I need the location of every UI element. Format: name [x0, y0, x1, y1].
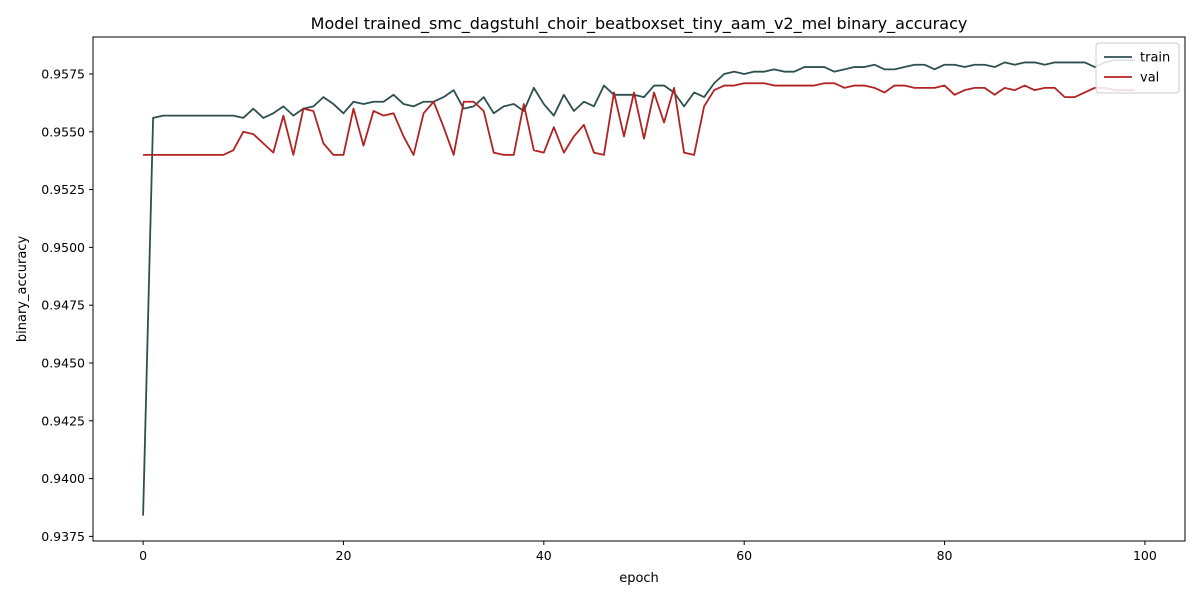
y-tick-label: 0.9500	[41, 240, 85, 255]
x-tick-label: 40	[536, 548, 552, 563]
plot-frame	[92, 36, 1186, 542]
chart-title: Model trained_smc_dagstuhl_choir_beatbox…	[311, 14, 968, 34]
y-tick-label: 0.9375	[41, 529, 85, 544]
x-tick-label: 100	[1133, 548, 1157, 563]
x-tick-label: 0	[139, 548, 147, 563]
legend-label-val: val	[1140, 71, 1159, 86]
series-line-val	[143, 82, 1135, 156]
x-axis: 0 20 40 60 80 100	[139, 541, 1157, 563]
y-tick-label: 0.9450	[41, 355, 85, 370]
y-tick-label: 0.9525	[41, 182, 85, 197]
x-axis-label: epoch	[619, 571, 659, 586]
x-tick-label: 20	[336, 548, 352, 563]
y-tick-label: 0.9400	[41, 471, 85, 486]
legend-box	[1095, 42, 1180, 94]
y-tick-label: 0.9550	[41, 124, 85, 139]
x-tick-label: 80	[937, 548, 953, 563]
legend-label-train: train	[1140, 51, 1170, 66]
legend: train val	[1095, 42, 1180, 94]
y-axis: 0.9375 0.9400 0.9425 0.9450 0.9475 0.9500 0.95…	[41, 66, 93, 544]
y-tick-label: 0.9475	[41, 298, 85, 313]
series-line-train	[142, 59, 1135, 516]
y-tick-label: 0.9575	[41, 66, 85, 81]
y-tick-label: 0.9425	[41, 413, 85, 428]
plot-area	[142, 59, 1135, 516]
y-axis-label: binary_accuracy	[15, 236, 30, 343]
x-tick-label: 60	[736, 548, 752, 563]
